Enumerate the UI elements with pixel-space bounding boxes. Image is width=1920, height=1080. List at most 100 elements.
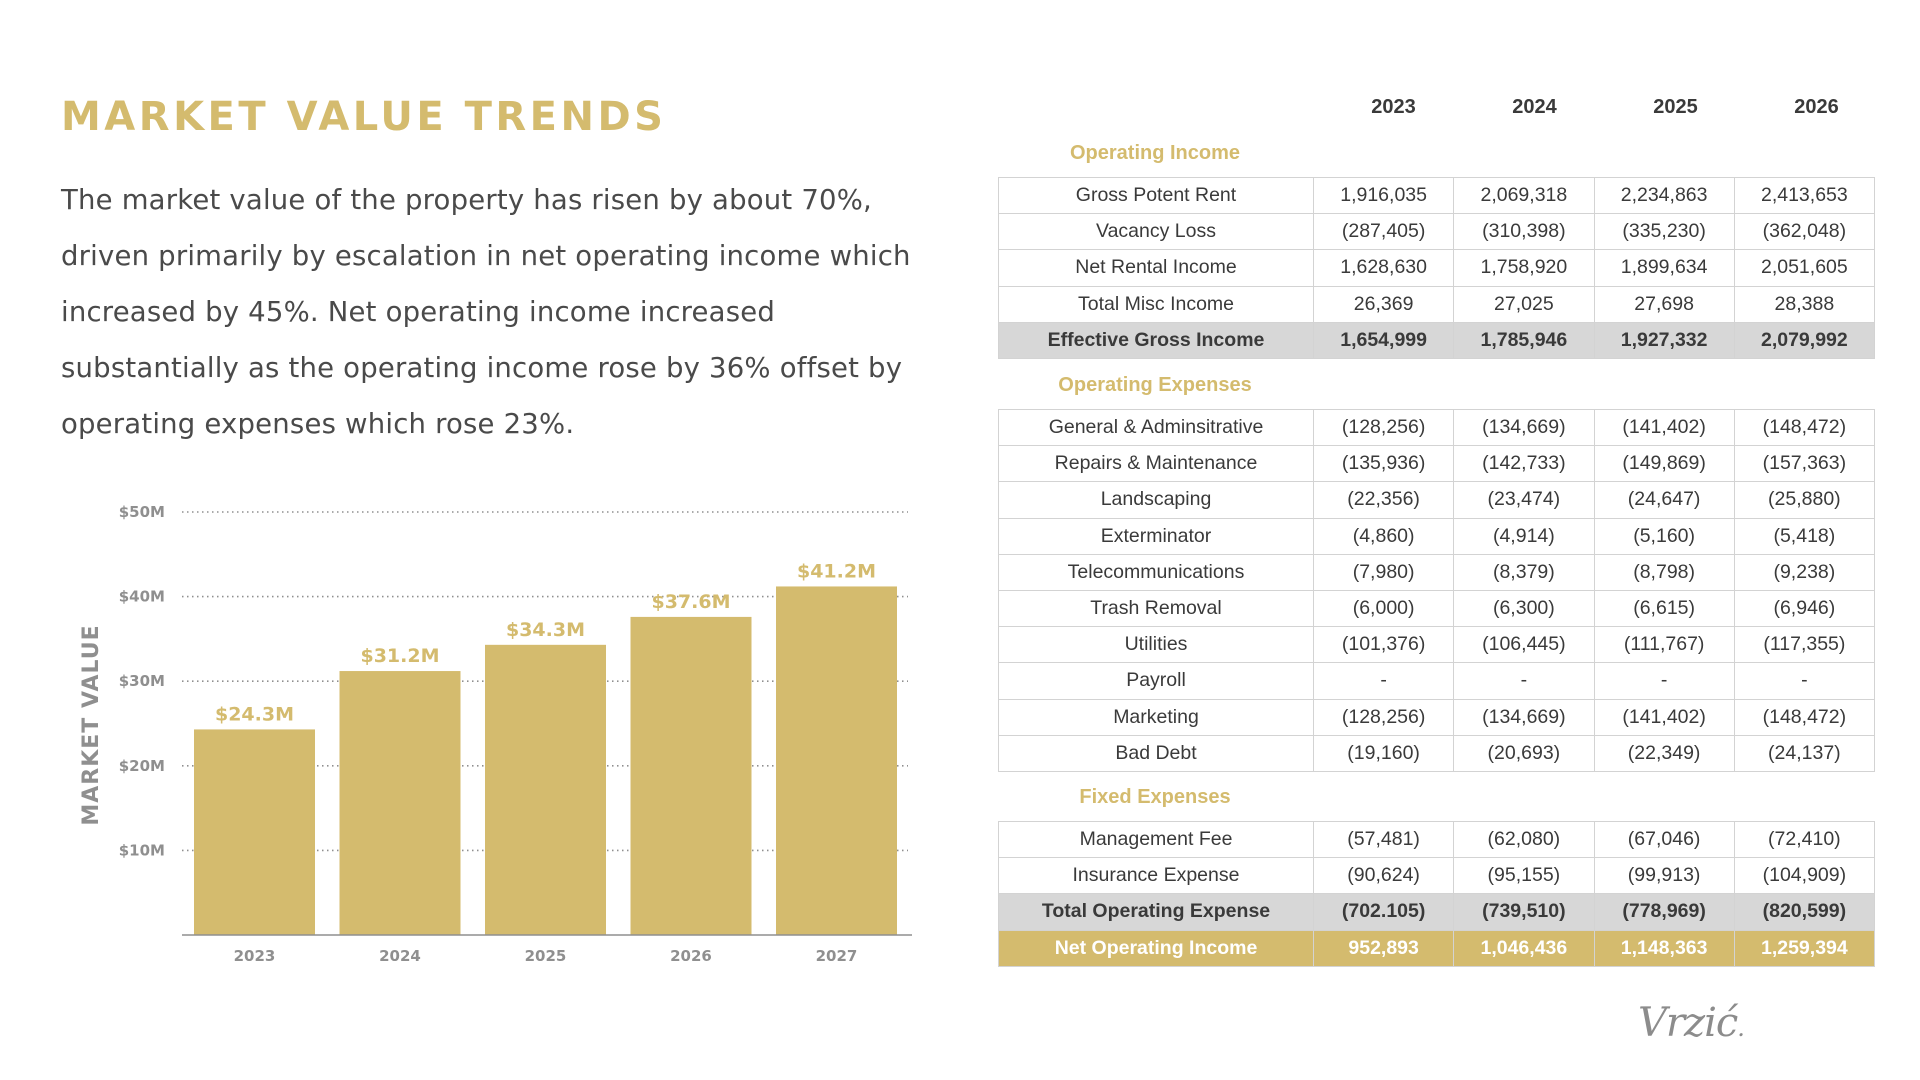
- row-value: (20,693): [1453, 734, 1595, 772]
- row-label: Bad Debt: [998, 734, 1314, 772]
- row-value: (6,946): [1733, 589, 1876, 628]
- row-value: (57,481): [1312, 820, 1455, 859]
- row-label: Net Rental Income: [998, 249, 1314, 287]
- year-header: 2026: [1794, 96, 1839, 118]
- row-value: 2,413,653: [1733, 176, 1876, 215]
- row-value: 1,148,363: [1593, 929, 1735, 967]
- row-value: (7,980): [1312, 553, 1455, 591]
- row-value: 27,025: [1453, 285, 1595, 323]
- bar: [339, 671, 461, 935]
- row-value: (739,510): [1453, 893, 1595, 931]
- row-value: 1,259,394: [1733, 929, 1876, 967]
- row-value: (310,398): [1453, 213, 1595, 251]
- row-value: -: [1453, 662, 1595, 700]
- row-value: 1,785,946: [1453, 321, 1595, 359]
- year-header: 2024: [1512, 96, 1557, 118]
- table-row: Landscaping (22,356) (23,474) (24,647) (25,8…: [998, 481, 1876, 519]
- row-value: (111,767): [1593, 626, 1735, 664]
- row-value: (335,230): [1593, 213, 1735, 251]
- row-value: (24,137): [1733, 734, 1876, 772]
- row-value: (24,647): [1593, 481, 1735, 519]
- table-row: Total Misc Income 26,369 27,025 27,698 28,38…: [998, 285, 1876, 323]
- table-row: General & Adminsitrative (128,256) (134,66…: [998, 408, 1876, 447]
- row-value: (6,615): [1593, 589, 1735, 628]
- bar-value-label: $24.3M: [215, 703, 294, 725]
- row-value: (8,798): [1593, 553, 1735, 591]
- table-row: Exterminator (4,860) (4,914) (5,160) (5,418): [998, 517, 1876, 555]
- row-value: 2,069,318: [1453, 176, 1595, 215]
- row-value: 2,079,992: [1733, 321, 1876, 359]
- table-row: Bad Debt (19,160) (20,693) (22,349) (24,137): [998, 734, 1876, 772]
- operating-income-heading: Operating Income: [1069, 142, 1241, 164]
- row-value: (101,376): [1312, 626, 1455, 664]
- x-tick-label: 2026: [670, 947, 712, 965]
- row-value: 26,369: [1312, 285, 1455, 323]
- row-label: Marketing: [998, 698, 1314, 736]
- row-label: Exterminator: [998, 517, 1314, 555]
- row-label: Payroll: [998, 662, 1314, 700]
- y-tick-label: $20M: [119, 757, 165, 775]
- table-row: Telecommunications (7,980) (8,379) (8,798)(…: [998, 553, 1876, 591]
- table-row: Payroll - - - -: [998, 662, 1876, 700]
- y-tick-label: $10M: [119, 841, 165, 859]
- market-value-bar-chart: $10M $20M $30M $40M $50M MARKET VALUE $24.3M 20…: [79, 503, 912, 965]
- year-header: 2023: [1371, 96, 1416, 118]
- table-row: Management Fee (57,481) (62,080) (67,046) (7…: [998, 820, 1876, 859]
- row-value: (4,914): [1453, 517, 1595, 555]
- row-value: (9,238): [1733, 553, 1876, 591]
- row-value: 1,654,999: [1312, 321, 1455, 359]
- page-title: MARKET VALUE TRENDS: [61, 94, 667, 140]
- row-value: (820,599): [1733, 893, 1876, 931]
- row-value: -: [1312, 662, 1455, 700]
- row-label: Telecommunications: [998, 553, 1314, 591]
- x-tick-label: 2025: [525, 947, 567, 965]
- operating-expenses-table: General & Adminsitrative (128,256) (134,66…: [998, 408, 1876, 772]
- total-row: Total Operating Expense (702.105) (739,510…: [998, 893, 1876, 931]
- bar: [630, 616, 752, 935]
- table-row: Gross Potent Rent 1,916,035 2,069,318 2,234…: [998, 176, 1876, 215]
- table-row: Trash Removal (6,000) (6,300) (6,615) (6,946…: [998, 589, 1876, 628]
- noi-row: Net Operating Income 952,893 1,046,436 1,14…: [998, 929, 1876, 967]
- operating-income-table: Gross Potent Rent 1,916,035 2,069,318 2,234…: [998, 176, 1876, 359]
- row-label: Repairs & Maintenance: [998, 445, 1314, 483]
- row-value: (157,363): [1733, 445, 1876, 483]
- row-value: (702.105): [1312, 893, 1455, 931]
- table-row: Utilities (101,376) (106,445) (111,767) (117…: [998, 626, 1876, 664]
- table-row: Insurance Expense (90,624) (95,155) (99,913…: [998, 857, 1876, 895]
- row-value: 28,388: [1733, 285, 1876, 323]
- row-label: Insurance Expense: [998, 857, 1314, 895]
- y-tick-label: $40M: [119, 588, 165, 606]
- row-value: 1,927,332: [1593, 321, 1735, 359]
- bar-value-label: $31.2M: [360, 645, 439, 667]
- row-value: 1,628,630: [1312, 249, 1455, 287]
- row-value: (5,160): [1593, 517, 1735, 555]
- bar: [194, 729, 315, 935]
- row-value: 2,234,863: [1593, 176, 1735, 215]
- x-tick-label: 2024: [379, 947, 421, 965]
- row-value: (135,936): [1312, 445, 1455, 483]
- row-label: Total Misc Income: [998, 285, 1314, 323]
- row-label: Landscaping: [998, 481, 1314, 519]
- summary-paragraph: The market value of the property has ris…: [61, 184, 911, 440]
- row-value: (4,860): [1312, 517, 1455, 555]
- y-tick-label: $30M: [119, 672, 165, 690]
- row-label: Effective Gross Income: [998, 321, 1314, 359]
- table-row: Repairs & Maintenance (135,936) (142,733)(…: [998, 445, 1876, 483]
- total-row: Effective Gross Income 1,654,999 1,785,946…: [998, 321, 1876, 359]
- x-tick-label: 2023: [234, 947, 276, 965]
- row-value: (141,402): [1593, 698, 1735, 736]
- row-value: (148,472): [1733, 698, 1876, 736]
- row-value: 27,698: [1593, 285, 1735, 323]
- row-value: 952,893: [1312, 929, 1455, 967]
- y-axis-title: MARKET VALUE: [79, 624, 104, 825]
- row-value: (128,256): [1312, 408, 1455, 447]
- row-value: (134,669): [1453, 408, 1595, 447]
- x-tick-label: 2027: [816, 947, 858, 965]
- row-label: Total Operating Expense: [998, 893, 1314, 931]
- row-label: Net Operating Income: [998, 929, 1314, 967]
- row-value: (149,869): [1593, 445, 1735, 483]
- row-value: (19,160): [1312, 734, 1455, 772]
- fixed-expenses-table: Management Fee (57,481) (62,080) (67,046) (7…: [998, 820, 1876, 967]
- row-value: (134,669): [1453, 698, 1595, 736]
- row-value: 1,899,634: [1593, 249, 1735, 287]
